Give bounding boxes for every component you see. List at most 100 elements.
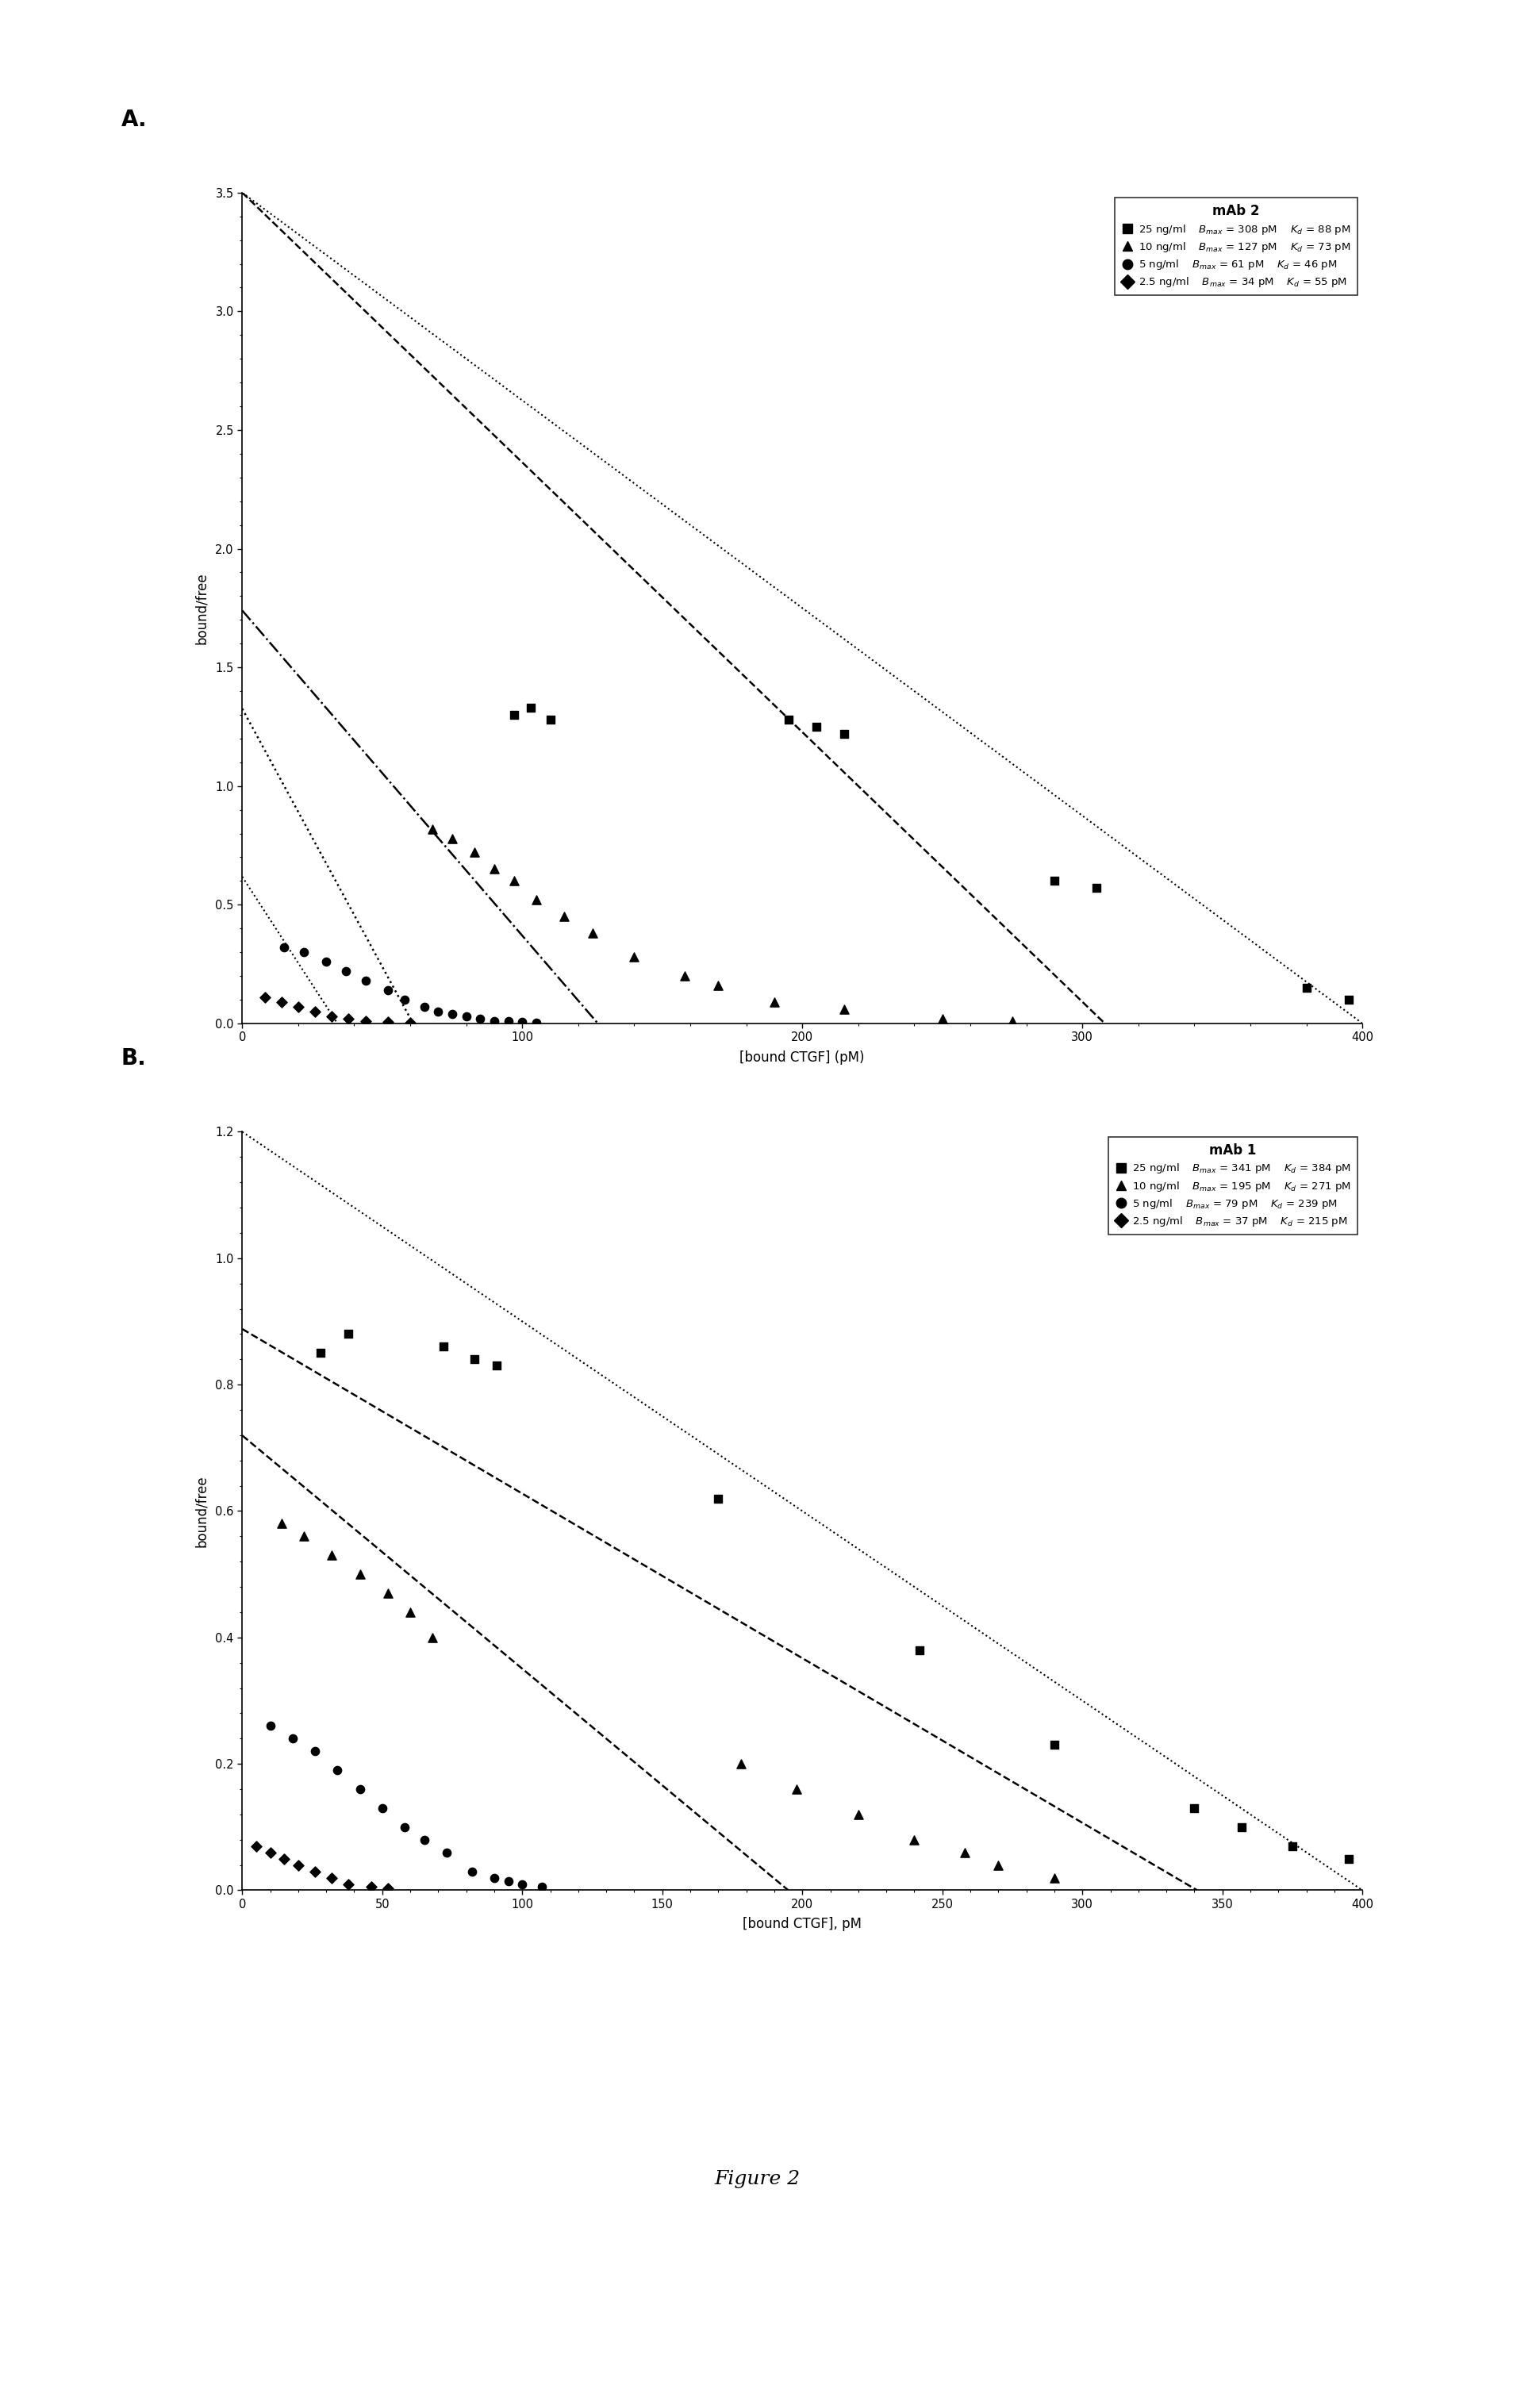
Point <box>579 915 604 954</box>
Point <box>784 1770 808 1808</box>
Point <box>908 1630 932 1669</box>
Point <box>519 689 543 727</box>
Point <box>454 997 478 1035</box>
Point <box>501 696 525 734</box>
Point <box>319 997 343 1035</box>
Point <box>292 932 316 970</box>
Point <box>280 1719 304 1758</box>
Point <box>303 1852 327 1890</box>
Point <box>523 1004 548 1043</box>
Point <box>257 1707 281 1746</box>
Point <box>832 715 856 754</box>
Point <box>1229 1808 1253 1847</box>
Point <box>421 1618 445 1657</box>
Point <box>484 1346 508 1385</box>
Point <box>672 956 696 995</box>
Point <box>398 1594 422 1633</box>
Point <box>269 982 294 1021</box>
Point <box>375 1575 399 1613</box>
Point <box>303 1731 327 1770</box>
Point <box>1294 968 1318 1007</box>
Point <box>348 1556 372 1594</box>
Point <box>427 992 451 1031</box>
Point <box>986 1845 1011 1883</box>
Point <box>1336 980 1360 1019</box>
Point <box>440 995 464 1033</box>
Point <box>398 1004 422 1043</box>
Point <box>375 970 399 1009</box>
Point <box>333 951 357 990</box>
Point <box>369 1789 393 1828</box>
Point <box>244 1828 268 1866</box>
Point <box>1280 1828 1304 1866</box>
Point <box>622 937 646 975</box>
Point <box>272 1840 297 1878</box>
Point <box>510 1864 534 1902</box>
Point <box>434 1832 458 1871</box>
Text: Figure 2: Figure 2 <box>714 2170 799 2189</box>
Y-axis label: bound/free: bound/free <box>194 1476 209 1546</box>
Point <box>468 999 492 1038</box>
Point <box>832 990 856 1028</box>
Point <box>1083 869 1108 908</box>
Point <box>375 1002 399 1040</box>
Point <box>336 1864 360 1902</box>
Point <box>530 1866 554 1905</box>
Point <box>309 1334 333 1373</box>
Point <box>336 1315 360 1353</box>
Point <box>319 1859 343 1898</box>
Point <box>1000 1002 1024 1040</box>
Point <box>1182 1789 1206 1828</box>
Point <box>272 927 297 966</box>
Point <box>552 898 576 937</box>
Point <box>253 978 277 1016</box>
Point <box>375 1869 399 1907</box>
Point <box>496 1861 520 1900</box>
Point <box>440 819 464 857</box>
Point <box>286 1845 310 1883</box>
Legend: 25 ng/ml    $B_{max}$ = 308 pM    $K_d$ = 88 pM, 10 ng/ml    $B_{max}$ = 127 pM : 25 ng/ml $B_{max}$ = 308 pM $K_d$ = 88 p… <box>1114 197 1357 296</box>
Point <box>481 1002 505 1040</box>
Point <box>292 1517 316 1556</box>
Point <box>353 1002 377 1040</box>
Point <box>286 987 310 1026</box>
Point <box>803 708 828 746</box>
Point <box>761 982 787 1021</box>
Point <box>705 966 729 1004</box>
Legend: 25 ng/ml    $B_{max}$ = 341 pM    $K_d$ = 384 pM, 10 ng/ml    $B_{max}$ = 195 pM: 25 ng/ml $B_{max}$ = 341 pM $K_d$ = 384 … <box>1108 1137 1357 1235</box>
Point <box>1041 862 1065 901</box>
Point <box>412 987 436 1026</box>
Point <box>1041 1859 1065 1898</box>
Point <box>510 1004 534 1043</box>
Y-axis label: bound/free: bound/free <box>194 573 209 643</box>
Point <box>359 1866 383 1905</box>
Point <box>481 1859 505 1898</box>
Point <box>412 1820 436 1859</box>
Point <box>431 1327 455 1365</box>
Point <box>523 881 548 920</box>
Point <box>463 1339 487 1377</box>
Point <box>421 809 445 848</box>
Point <box>501 862 525 901</box>
Point <box>303 992 327 1031</box>
X-axis label: [bound CTGF], pM: [bound CTGF], pM <box>743 1917 861 1931</box>
Point <box>496 1002 520 1040</box>
Point <box>392 980 416 1019</box>
Point <box>315 942 339 980</box>
Point <box>952 1832 976 1871</box>
Point <box>353 961 377 999</box>
Point <box>348 1770 372 1808</box>
Point <box>463 833 487 872</box>
Text: B.: B. <box>121 1047 147 1069</box>
Point <box>392 1808 416 1847</box>
Point <box>257 1832 281 1871</box>
Point <box>846 1796 870 1835</box>
Point <box>539 701 563 739</box>
Point <box>776 701 800 739</box>
Point <box>902 1820 926 1859</box>
X-axis label: [bound CTGF] (pM): [bound CTGF] (pM) <box>740 1050 864 1064</box>
Point <box>481 850 505 889</box>
Point <box>1336 1840 1360 1878</box>
Text: A.: A. <box>121 108 147 130</box>
Point <box>336 999 360 1038</box>
